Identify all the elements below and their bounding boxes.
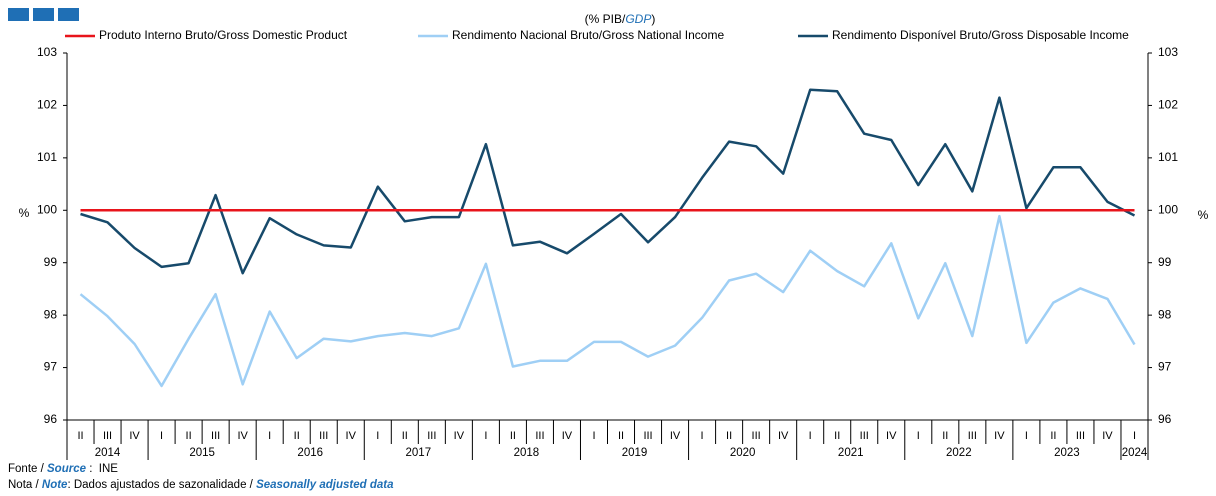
subtitle-part: (% PIB/ [585, 12, 626, 26]
year-label: 2020 [730, 447, 756, 459]
x-tick-label: IV [346, 430, 357, 442]
x-tick-label: III [968, 430, 977, 442]
subtitle-part: ) [651, 12, 655, 26]
x-tick-label: III [319, 430, 328, 442]
logo-block [8, 8, 29, 21]
source-pt: Fonte / [8, 463, 47, 475]
note-pt: Nota / [8, 479, 42, 491]
x-tick-label: III [535, 430, 544, 442]
x-tick-label: I [1133, 430, 1136, 442]
y-tick-label: 101 [37, 150, 57, 164]
y2-tick-label: 101 [1158, 150, 1178, 164]
x-tick-label: III [643, 430, 652, 442]
x-tick-label: I [917, 430, 920, 442]
x-tick-label: IV [670, 430, 681, 442]
x-tick-label: II [1050, 430, 1056, 442]
year-label: 2021 [838, 447, 864, 459]
legend-label: Produto Interno Bruto/Gross Domestic Pro… [99, 28, 348, 42]
y-tick-label: 100 [37, 202, 57, 216]
y2-tick-label: 102 [1158, 98, 1178, 112]
source-en: Source [47, 463, 86, 475]
y-tick-label: 98 [44, 307, 58, 321]
note-en2: Seasonally adjusted data [256, 479, 394, 491]
y-tick-label: 96 [44, 412, 58, 426]
x-tick-label: II [510, 430, 516, 442]
y2-tick-label: 103 [1158, 45, 1178, 59]
x-tick-label: II [77, 430, 83, 442]
x-tick-label: IV [778, 430, 789, 442]
x-tick-label: I [376, 430, 379, 442]
x-tick-label: II [402, 430, 408, 442]
y2-tick-label: 98 [1158, 307, 1172, 321]
x-tick-label: II [834, 430, 840, 442]
year-label: 2014 [95, 447, 121, 459]
x-tick-label: IV [886, 430, 897, 442]
x-tick-label: III [860, 430, 869, 442]
y-tick-label: 102 [37, 98, 57, 112]
x-tick-label: III [1076, 430, 1085, 442]
y-axis-label: % [19, 206, 30, 220]
x-tick-label: I [1025, 430, 1028, 442]
y-tick-label: 103 [37, 45, 57, 59]
year-label: 2023 [1054, 447, 1080, 459]
legend-label: Rendimento Nacional Bruto/Gross National… [452, 28, 724, 42]
year-label: 2024 [1122, 447, 1148, 459]
year-label: 2018 [514, 447, 540, 459]
x-tick-label: III [427, 430, 436, 442]
x-tick-label: IV [454, 430, 465, 442]
year-label: 2019 [622, 447, 648, 459]
y-tick-label: 99 [44, 255, 58, 269]
x-tick-label: III [211, 430, 220, 442]
x-tick-label: I [268, 430, 271, 442]
x-tick-label: IV [562, 430, 573, 442]
year-label: 2017 [406, 447, 432, 459]
series-line [79, 214, 1136, 388]
x-tick-label: III [103, 430, 112, 442]
y2-tick-label: 99 [1158, 255, 1172, 269]
x-tick-label: II [726, 430, 732, 442]
y2-tick-label: 97 [1158, 360, 1172, 374]
x-tick-label: II [294, 430, 300, 442]
logo-block [58, 8, 79, 21]
chart-subtitle: (% PIB/GDP) [585, 12, 656, 26]
year-label: 2016 [297, 447, 323, 459]
legend-label: Rendimento Disponível Bruto/Gross Dispos… [832, 28, 1129, 42]
x-tick-label: I [701, 430, 704, 442]
x-tick-label: II [618, 430, 624, 442]
year-label: 2015 [189, 447, 215, 459]
y2-tick-label: 100 [1158, 202, 1178, 216]
y-tick-label: 97 [44, 360, 58, 374]
x-tick-label: I [484, 430, 487, 442]
note-en: Note [41, 479, 68, 491]
x-tick-label: IV [237, 430, 248, 442]
x-tick-label: II [942, 430, 948, 442]
x-tick-label: II [186, 430, 192, 442]
note-text: : Dados ajustados de sazonalidade / [67, 479, 257, 491]
y2-axis-label: % [1198, 208, 1209, 222]
source: Fonte / Source : INE [8, 463, 118, 475]
source-text: : INE [86, 463, 118, 475]
x-tick-label: IV [1102, 430, 1113, 442]
x-tick-label: I [160, 430, 163, 442]
x-tick-label: IV [129, 430, 140, 442]
year-label: 2022 [946, 447, 972, 459]
chart: (% PIB/GDP) % % 96 97 98 99 100 101 102 103 96 97… [8, 8, 1209, 460]
logo-block [33, 8, 54, 21]
series-line [80, 88, 1136, 275]
note: Nota / Note: Dados ajustados de sazonali… [8, 479, 393, 491]
x-tick-label: III [752, 430, 761, 442]
x-tick-label: I [592, 430, 595, 442]
x-tick-label: IV [994, 430, 1005, 442]
x-tick-label: I [809, 430, 812, 442]
subtitle-part: GDP [625, 12, 651, 26]
y2-tick-label: 96 [1158, 412, 1172, 426]
